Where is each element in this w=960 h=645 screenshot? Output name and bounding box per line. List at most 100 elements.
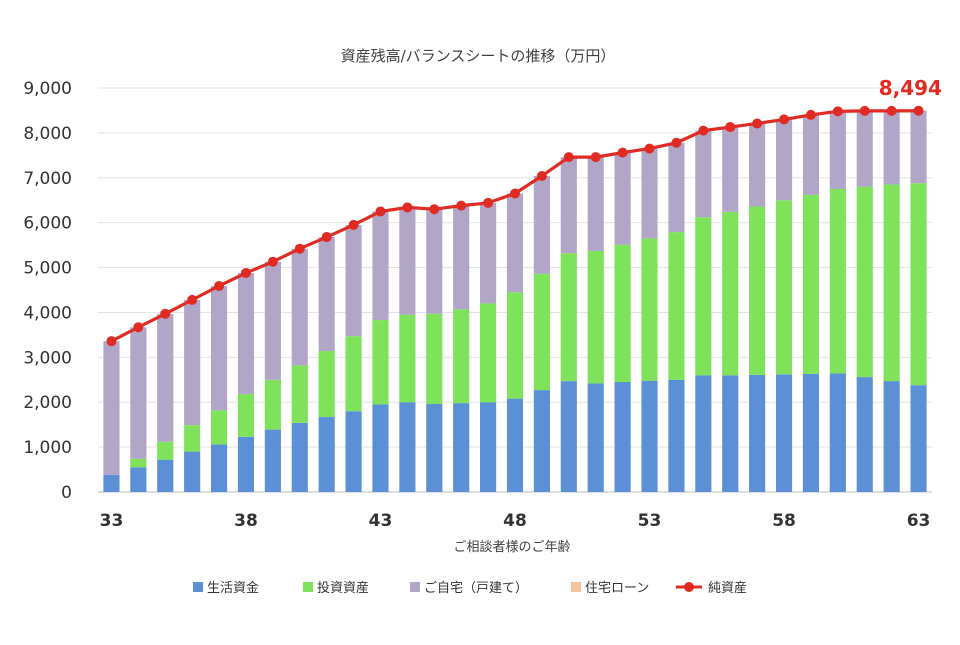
bar-segment-2	[426, 313, 443, 405]
net-assets-point	[671, 137, 682, 148]
bar-series	[103, 110, 927, 492]
bar-segment-3	[157, 313, 174, 442]
last-value-label: 8,494	[879, 76, 942, 100]
bar-segment-2	[506, 292, 524, 399]
bar-segment-1	[802, 373, 820, 492]
bar-segment-1	[910, 385, 927, 492]
y-tick-label: 8,000	[23, 124, 72, 144]
bar-segment-1	[130, 467, 147, 492]
bar-segment-2	[130, 458, 147, 468]
bar-segment-3	[480, 202, 497, 304]
bar-segment-3	[668, 142, 685, 233]
net-assets-point	[779, 114, 790, 125]
bar-segment-3	[883, 110, 900, 185]
x-tick-label: 38	[234, 511, 258, 531]
x-tick-label: 33	[100, 511, 124, 531]
net-assets-point	[214, 280, 225, 291]
y-tick-label: 3,000	[23, 348, 72, 368]
bar-segment-3	[318, 237, 335, 352]
bar-segment-2	[453, 309, 470, 404]
net-assets-point	[752, 118, 763, 129]
bar-segment-1	[587, 383, 604, 492]
bar-segment-2	[533, 273, 550, 391]
bar-segment-3	[237, 272, 255, 395]
bar-segment-3	[533, 175, 550, 274]
x-tick-label: 43	[369, 511, 393, 531]
legend-label: 投資資産	[317, 580, 369, 596]
x-tick-label: 58	[772, 511, 796, 531]
bar-segment-2	[318, 351, 335, 418]
bar-segment-3	[749, 123, 766, 207]
legend-label: ご自宅（戸建て）	[424, 580, 528, 596]
net-assets-point	[187, 294, 198, 305]
bar-segment-2	[345, 336, 362, 412]
bar-segment-3	[775, 119, 793, 201]
bar-segment-2	[184, 425, 201, 452]
x-axis-label: ご相談者様のご年齢	[453, 539, 570, 555]
bar-segment-2	[614, 244, 631, 383]
x-tick-label: 63	[907, 511, 931, 531]
net-assets-point	[644, 143, 655, 154]
bar-segment-3	[560, 157, 577, 254]
bar-segment-1	[291, 422, 308, 492]
chart-title: 資産残高/バランスシートの推移（万円）	[341, 47, 616, 65]
bar-segment-3	[587, 157, 604, 251]
net-assets-point	[267, 256, 278, 267]
legend-swatch	[303, 582, 313, 592]
legend-swatch	[193, 582, 203, 592]
y-tick-label: 0	[61, 483, 72, 503]
net-assets-point	[160, 308, 171, 319]
bar-segment-3	[103, 341, 120, 475]
legend-label: 純資産	[708, 580, 747, 596]
bar-segment-3	[695, 130, 712, 218]
bar-segment-1	[695, 375, 712, 492]
bar-segment-2	[883, 184, 900, 382]
bar-segment-1	[533, 390, 550, 492]
bar-segment-1	[453, 403, 470, 492]
y-tick-label: 2,000	[23, 393, 72, 413]
y-tick-label: 9,000	[23, 79, 72, 99]
bar-segment-2	[210, 410, 228, 445]
bar-segment-3	[264, 261, 281, 380]
bar-segment-1	[480, 402, 497, 492]
net-assets-point	[510, 188, 520, 199]
bar-segment-1	[829, 373, 846, 492]
bar-segment-2	[749, 206, 766, 375]
y-tick-label: 4,000	[23, 303, 72, 323]
legend-swatch	[571, 582, 581, 592]
bar-segment-2	[264, 379, 281, 430]
net-assets-point	[725, 122, 736, 133]
legend-label: 住宅ローン	[585, 581, 649, 596]
bar-segment-1	[372, 404, 389, 492]
bar-segment-1	[264, 429, 281, 492]
x-tick-label: 48	[503, 511, 527, 531]
bar-segment-1	[506, 398, 524, 492]
bar-segment-3	[399, 207, 416, 315]
net-assets-point	[859, 105, 870, 116]
bar-segment-2	[775, 200, 793, 375]
net-assets-point	[402, 202, 413, 213]
net-assets-point	[348, 219, 359, 230]
bar-segment-3	[130, 327, 147, 459]
bar-segment-1	[157, 459, 174, 492]
bar-segment-1	[184, 451, 201, 492]
net-assets-point	[321, 232, 332, 243]
net-assets-point	[106, 336, 117, 347]
bar-segment-3	[614, 152, 631, 245]
net-assets-point	[133, 322, 144, 333]
bar-segment-2	[372, 320, 389, 405]
bar-segment-2	[157, 441, 174, 460]
bar-segment-1	[345, 411, 362, 492]
bar-segment-1	[722, 375, 739, 492]
bar-segment-3	[372, 211, 389, 321]
bar-segment-2	[560, 253, 577, 382]
net-assets-point	[375, 206, 386, 217]
net-assets-point	[563, 152, 574, 163]
bar-segment-1	[399, 402, 416, 492]
bar-segment-2	[856, 186, 873, 378]
bar-segment-3	[856, 110, 873, 187]
net-assets-point	[886, 105, 897, 116]
bar-segment-1	[775, 374, 793, 492]
bar-segment-2	[480, 303, 497, 403]
